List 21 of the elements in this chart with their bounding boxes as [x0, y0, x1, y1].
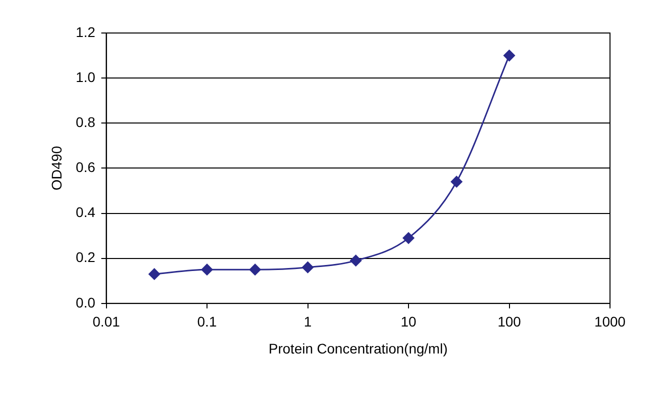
- x-tick-label: 0.01: [92, 314, 120, 330]
- x-tick-label: 1000: [594, 314, 626, 330]
- y-tick-label: 0.6: [76, 159, 96, 176]
- y-tick-label: 0.0: [76, 294, 96, 310]
- y-tick-label: 0.8: [76, 114, 96, 130]
- x-tick-label: 0.1: [197, 314, 217, 330]
- point: [249, 264, 261, 276]
- x-tick-label: 100: [498, 314, 522, 330]
- y-tick-label: 1.0: [76, 68, 96, 85]
- y-axis-title: OD490: [48, 146, 64, 190]
- point: [504, 50, 516, 62]
- y-tick-label: 1.2: [76, 24, 96, 40]
- x-tick-label: 10: [400, 314, 416, 330]
- x-axis-title: Protein Concentration(ng/ml): [268, 340, 448, 356]
- x-tick-label: 1: [304, 314, 312, 330]
- point: [302, 262, 314, 274]
- point: [402, 232, 414, 244]
- point: [350, 254, 362, 266]
- y-tick-label: 0.2: [76, 249, 96, 266]
- point: [148, 268, 160, 280]
- y-tick-label: 0.4: [76, 204, 96, 220]
